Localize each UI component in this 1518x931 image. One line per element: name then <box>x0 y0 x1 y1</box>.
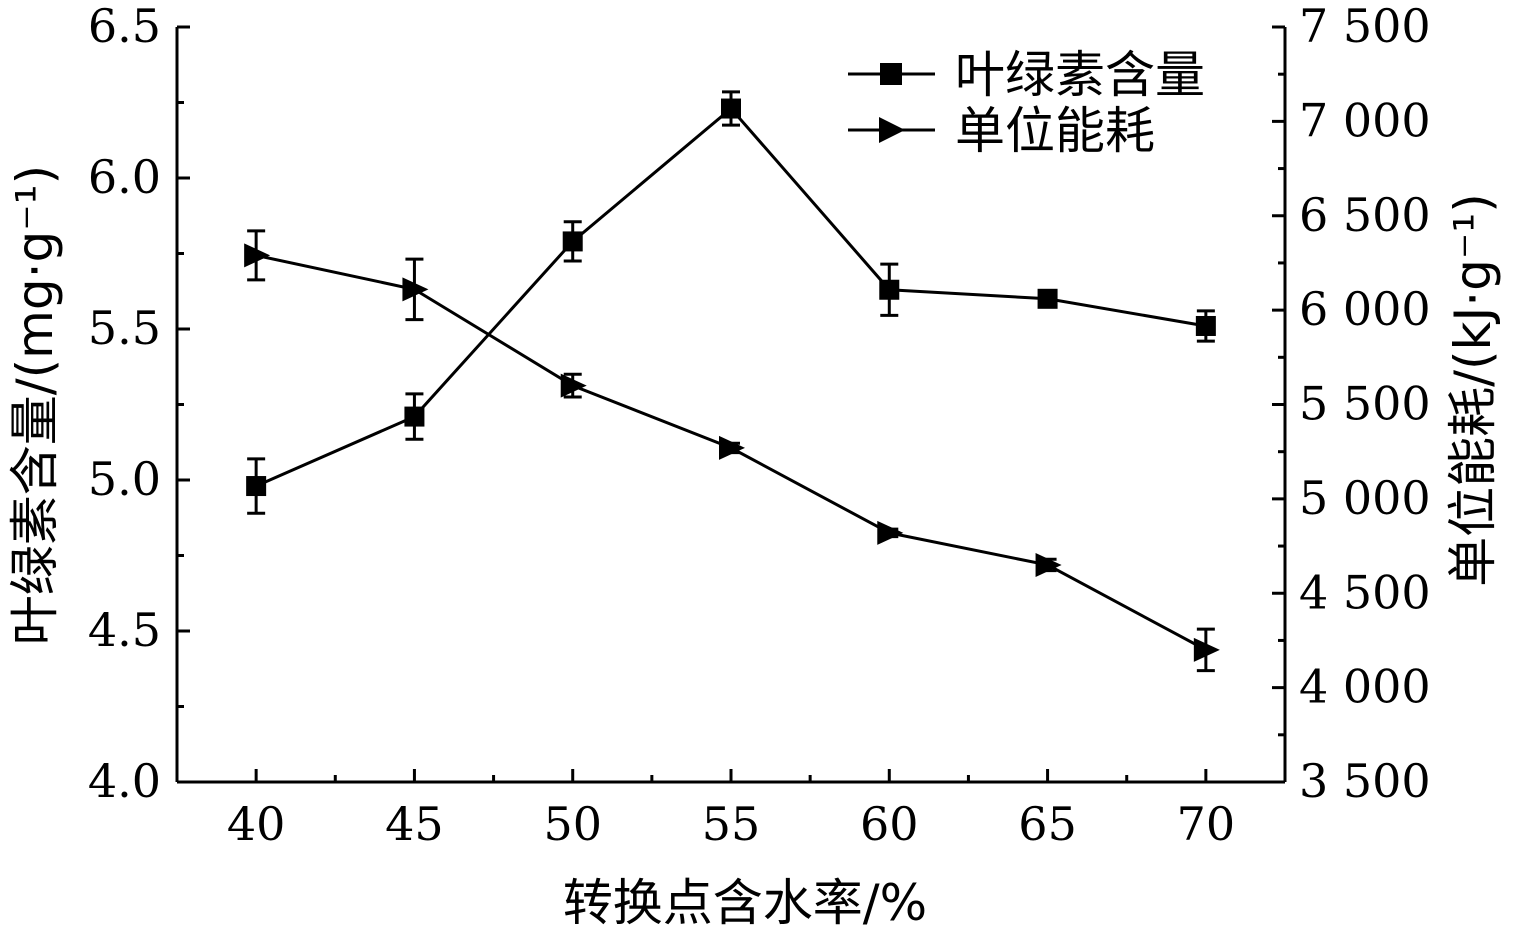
y-right-tick-label: 6 000 <box>1299 282 1431 336</box>
x-tick-label: 55 <box>702 797 761 851</box>
x-axis-title: 转换点含水率/% <box>563 874 927 931</box>
data-point-square <box>879 279 900 300</box>
data-point-square <box>1037 288 1058 309</box>
legend-triangle-marker <box>879 117 905 143</box>
y-left-tick-label: 5.0 <box>88 452 161 506</box>
y-left-tick-label: 5.5 <box>88 301 161 355</box>
y-right-tick-label: 7 000 <box>1299 93 1431 147</box>
data-point-square <box>246 476 267 497</box>
y-left-tick-label: 6.5 <box>88 0 161 53</box>
y-right-tick-label: 3 500 <box>1299 754 1431 808</box>
data-point-triangle <box>244 243 271 268</box>
series-energy <box>244 229 1220 673</box>
y-right-tick-label: 7 500 <box>1299 0 1431 53</box>
legend-square-marker <box>880 63 902 85</box>
y-left-axis-title: 叶绿素含量/(mg·g⁻¹) <box>6 165 64 645</box>
data-point-triangle <box>1035 552 1062 577</box>
y-right-tick-label: 5 500 <box>1299 377 1431 431</box>
data-point-square <box>404 406 425 427</box>
data-point-triangle <box>1193 637 1220 662</box>
y-right-tick-label: 6 500 <box>1299 188 1431 242</box>
y-right-tick-label: 4 500 <box>1299 565 1431 619</box>
legend-label-chlorophyll: 叶绿素含量 <box>955 46 1205 104</box>
y-left-tick-label: 6.0 <box>88 150 161 204</box>
legend: 叶绿素含量 单位能耗 <box>848 46 1205 160</box>
data-point-square <box>1195 315 1216 336</box>
y-right-tick-label: 5 000 <box>1299 471 1431 525</box>
legend-label-energy: 单位能耗 <box>955 102 1155 160</box>
series-layer <box>244 90 1220 673</box>
x-tick-label: 45 <box>385 797 444 851</box>
x-tick-label: 70 <box>1177 797 1236 851</box>
axis-ticks <box>175 25 1287 784</box>
x-tick-label: 40 <box>227 797 286 851</box>
y-right-axis-title: 单位能耗/(kJ·g⁻¹) <box>1444 193 1502 587</box>
data-point-triangle <box>877 520 904 545</box>
x-tick-label: 60 <box>860 797 919 851</box>
data-point-triangle <box>560 373 587 398</box>
data-point-square <box>721 98 741 119</box>
legend-item-chlorophyll: 叶绿素含量 <box>848 46 1205 104</box>
axis-tick-labels: 40 45 50 55 60 65 70 4.0 4.5 5.0 5.5 6.0 6.5 3 500 4 0… <box>88 0 1431 851</box>
series-chlorophyll <box>246 90 1216 515</box>
legend-item-energy: 单位能耗 <box>848 102 1155 160</box>
data-point-square <box>562 231 583 252</box>
y-left-tick-label: 4.0 <box>88 754 161 808</box>
y-right-tick-label: 4 000 <box>1299 660 1431 714</box>
data-point-triangle <box>719 435 745 460</box>
x-tick-label: 50 <box>543 797 602 851</box>
data-point-triangle <box>402 277 429 302</box>
series-line-chlorophyll <box>255 106 1207 488</box>
y-left-tick-label: 4.5 <box>88 603 161 657</box>
x-tick-label: 65 <box>1018 797 1077 851</box>
